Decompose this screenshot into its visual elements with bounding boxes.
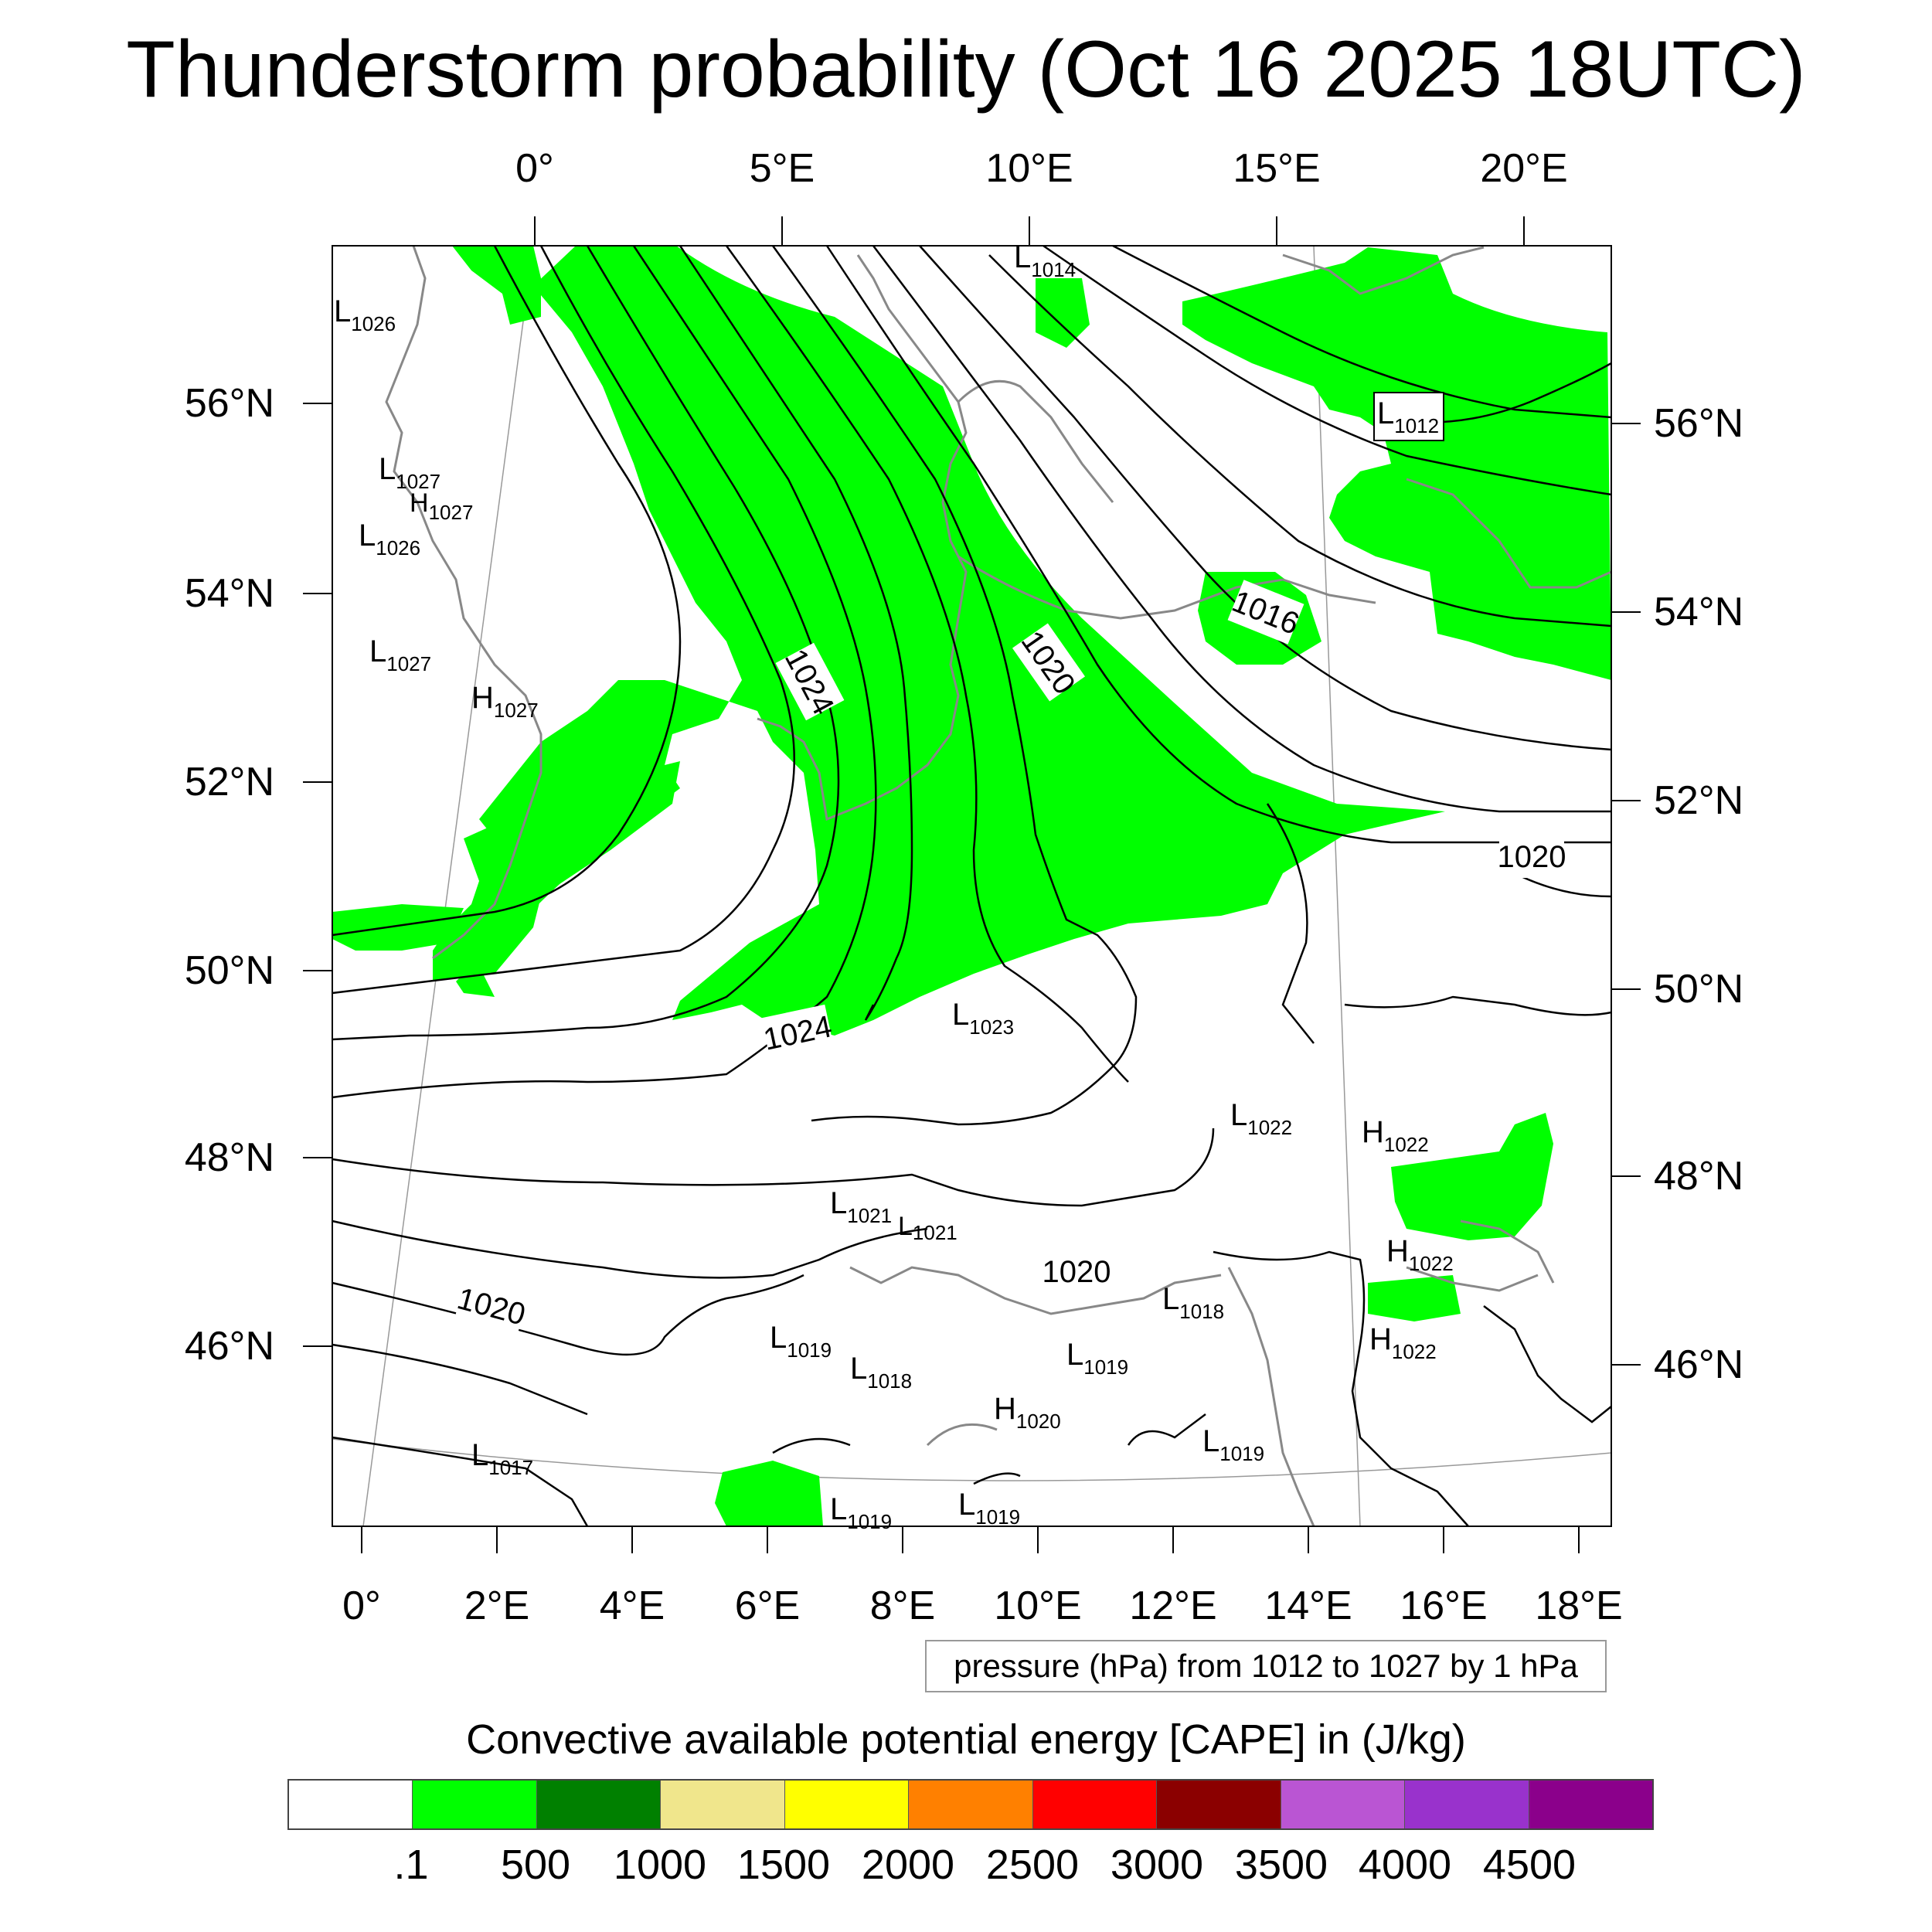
cape-uk-region [433, 761, 680, 981]
colorbar-box-2 [536, 1781, 662, 1828]
cape-hungary-b [1368, 1275, 1461, 1321]
map-title: Thunderstorm probability (Oct 16 2025 18… [126, 25, 1806, 114]
coastlines [385, 245, 1612, 1527]
colorbar-label: 3000 [1110, 1842, 1204, 1888]
center-13: L1021 [830, 1186, 892, 1227]
center-21: L1017 [471, 1438, 533, 1479]
top-lon-label-15e: 15°E [1233, 146, 1321, 191]
colorbar-label: 4000 [1358, 1842, 1452, 1888]
colorbar-box-6 [1032, 1781, 1158, 1828]
center-15: L1018 [1162, 1282, 1224, 1323]
center-11: H1022 [1386, 1234, 1454, 1275]
contour-info-box: pressure (hPa) from 1012 to 1027 by 1 hP… [925, 1640, 1607, 1692]
top-lon-label-10e: 10°E [985, 146, 1073, 191]
center-20: L1019 [1202, 1424, 1264, 1465]
bottom-lon-label-2e: 2°E [464, 1583, 530, 1628]
graticule [332, 245, 1612, 1527]
left-lat-label-48n: 48°N [184, 1135, 274, 1180]
top-lon-label-20e: 20°E [1480, 146, 1568, 191]
cape-alps-south [715, 1461, 823, 1526]
center-9: L1022 [1230, 1098, 1292, 1139]
right-lat-label-48n: 48°N [1654, 1154, 1744, 1199]
center-7: L1012 [1377, 396, 1439, 437]
center-4: L1026 [359, 519, 420, 560]
top-lon-label-0: 0° [515, 146, 554, 191]
right-lat-label-50n: 50°N [1654, 967, 1744, 1012]
center-5: L1027 [369, 634, 431, 675]
isobar-label-5: 1024 [760, 1004, 835, 1061]
pressure-centers: L1014 L1026 L1027 H1027 L1026 L1027 H102… [334, 240, 1454, 1533]
colorbar-label: 2000 [861, 1842, 955, 1888]
colorbar-box-9 [1405, 1781, 1529, 1828]
bottom-lon-label-0: 0° [342, 1583, 381, 1628]
cape-north-channel [452, 246, 541, 325]
colorbar-box-4 [784, 1781, 910, 1828]
bottom-lon-label-12e: 12°E [1129, 1583, 1217, 1628]
center-10: H1022 [1362, 1115, 1429, 1156]
bottom-lon-label-10e: 10°E [994, 1583, 1082, 1628]
center-0: L1014 [1014, 240, 1076, 281]
center-14: L1021 [898, 1212, 957, 1244]
colorbar [287, 1779, 1654, 1830]
colorbar-label: 3500 [1234, 1842, 1328, 1888]
bottom-lon-label-8e: 8°E [869, 1583, 936, 1628]
colorbar-label: 4500 [1482, 1842, 1577, 1888]
center-18: L1019 [1066, 1338, 1128, 1379]
isobar-label-4: 1020 [1498, 835, 1566, 878]
center-7-box [1373, 392, 1444, 441]
colorbar-label: .1 [393, 1842, 429, 1888]
center-19: H1020 [994, 1392, 1061, 1433]
left-lat-label-52n: 52°N [184, 760, 274, 804]
map-frame [332, 245, 1612, 1527]
bottom-lon-label-16e: 16°E [1400, 1583, 1488, 1628]
colorbar-label: 2500 [985, 1842, 1080, 1888]
cape-denmark-patch [1036, 278, 1090, 348]
bottom-lon-label-6e: 6°E [734, 1583, 801, 1628]
colorbar-label: 1000 [613, 1842, 707, 1888]
center-23: L1019 [958, 1488, 1020, 1529]
colorbar-label: 1500 [736, 1842, 831, 1888]
cape-baltic-region [1182, 247, 1611, 680]
colorbar-box-7 [1157, 1781, 1281, 1828]
colorbar-box-10 [1529, 1781, 1652, 1828]
isobars [332, 244, 1612, 1527]
center-6: H1027 [471, 681, 539, 722]
colorbar-box-5 [909, 1781, 1033, 1828]
top-lon-label-5e: 5°E [749, 146, 815, 191]
left-lat-label-46n: 46°N [184, 1324, 274, 1369]
colorbar-box-8 [1281, 1781, 1406, 1828]
right-lat-label-52n: 52°N [1654, 778, 1744, 823]
cape-west-strip [332, 904, 464, 951]
colorbar-box-1 [413, 1781, 537, 1828]
isobar-label-6: 1020 [1043, 1250, 1111, 1293]
isobar-label-7: 1020 [454, 1277, 529, 1335]
left-lat-label-50n: 50°N [184, 948, 274, 993]
center-1: L1026 [334, 294, 396, 335]
center-16: L1019 [770, 1321, 832, 1362]
center-12: H1022 [1369, 1322, 1437, 1363]
left-lat-label-56n: 56°N [184, 381, 274, 426]
svg-text:1020: 1020 [1043, 1255, 1111, 1289]
right-lat-label-46n: 46°N [1654, 1342, 1744, 1387]
right-lat-label-54n: 54°N [1654, 590, 1744, 634]
center-3: H1027 [410, 488, 473, 524]
center-8: L1023 [952, 998, 1014, 1039]
center-22: L1019 [830, 1492, 892, 1533]
cape-hungary-a [1391, 1113, 1553, 1240]
bottom-lon-label-18e: 18°E [1535, 1583, 1623, 1628]
colorbar-label: 500 [500, 1842, 571, 1888]
bottom-lon-label-14e: 14°E [1264, 1583, 1352, 1628]
center-2: L1027 [379, 452, 440, 493]
left-lat-label-54n: 54°N [184, 571, 274, 616]
tick-marks [303, 216, 1641, 1553]
right-lat-label-56n: 56°N [1654, 401, 1744, 446]
svg-text:1020: 1020 [1498, 840, 1566, 874]
bottom-lon-label-4e: 4°E [599, 1583, 665, 1628]
cape-main-region [456, 246, 1445, 1036]
colorbar-box-3 [661, 1781, 785, 1828]
colorbar-box-0 [289, 1781, 413, 1828]
center-17: L1018 [850, 1352, 912, 1393]
colorbar-title: Convective available potential energy [C… [466, 1716, 1466, 1763]
